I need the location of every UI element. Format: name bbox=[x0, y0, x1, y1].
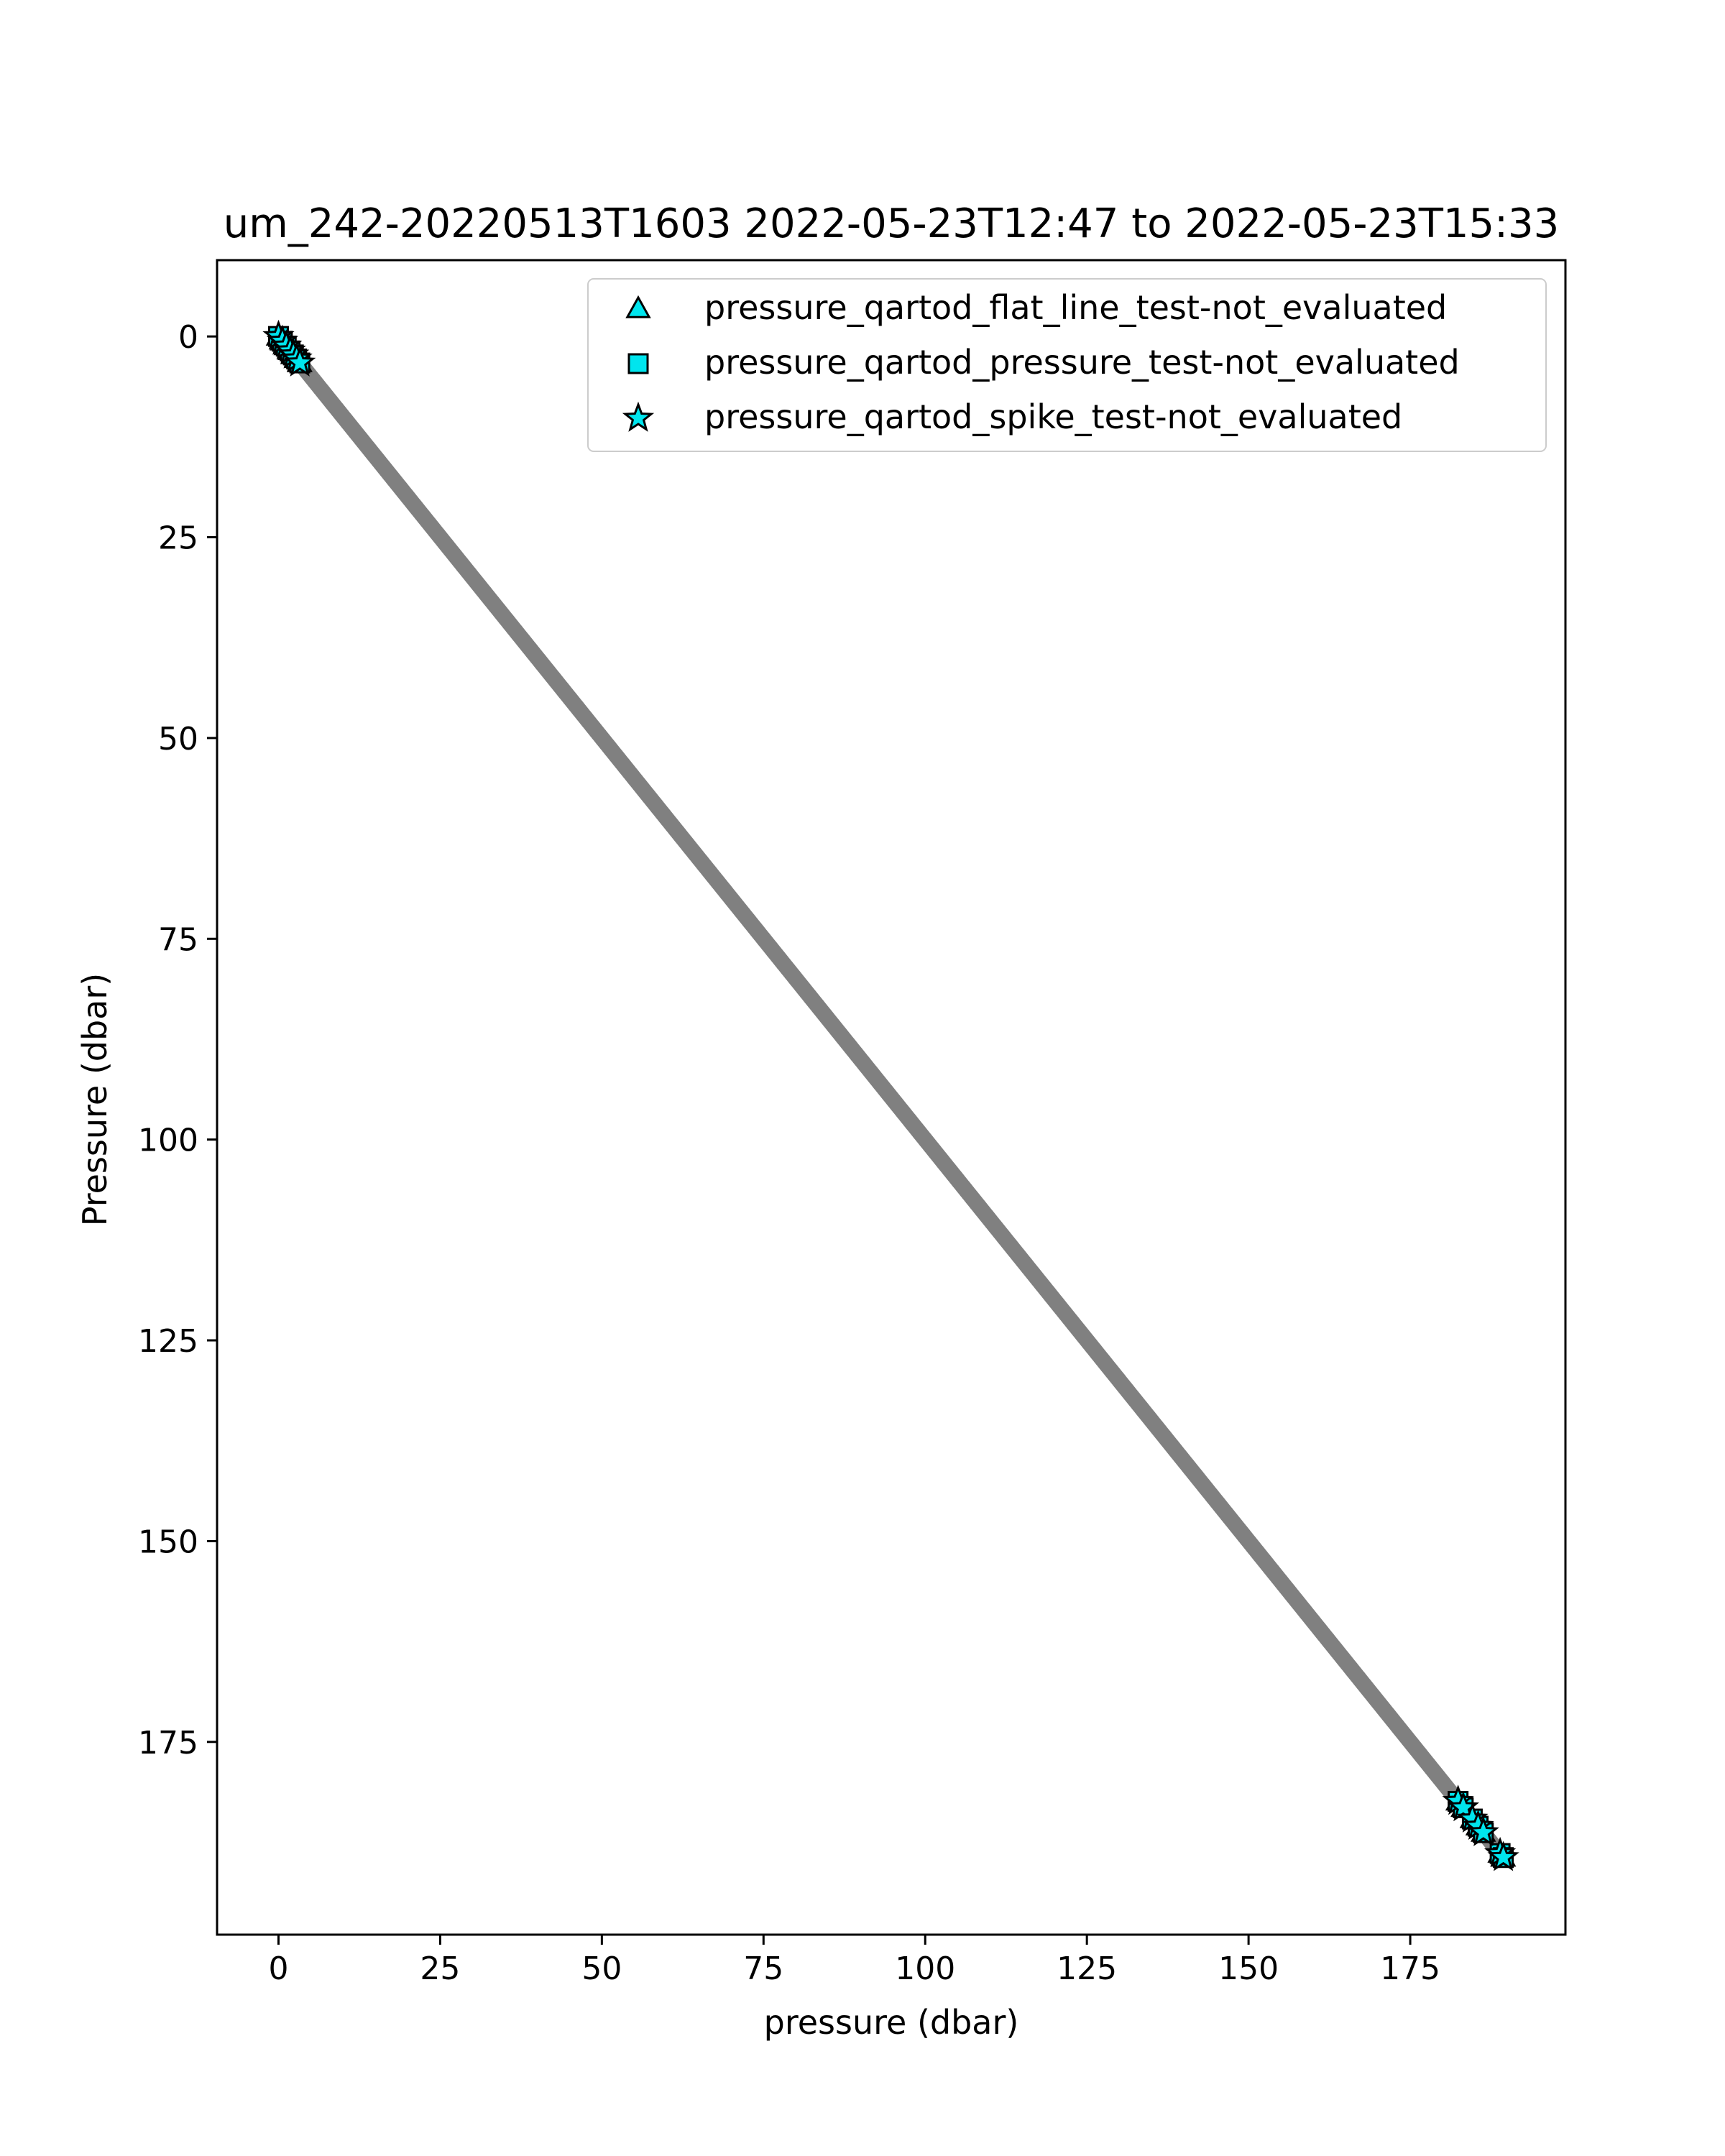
x-tick-label: 175 bbox=[1380, 1950, 1440, 1987]
legend-marker-shape bbox=[625, 295, 651, 318]
legend-marker-shape bbox=[627, 353, 649, 374]
y-tick-label: 125 bbox=[138, 1323, 198, 1360]
y-tick-label: 100 bbox=[138, 1123, 198, 1159]
flag-marker-star bbox=[284, 346, 316, 377]
x-tick-label: 50 bbox=[581, 1950, 622, 1987]
y-tick-label: 75 bbox=[158, 921, 198, 958]
x-tick-label: 150 bbox=[1218, 1950, 1279, 1987]
legend-label-spike: pressure_qartod_spike_test-not_evaluated bbox=[704, 397, 1402, 436]
x-axis-label: pressure (dbar) bbox=[764, 2003, 1019, 2042]
flag-marker-star bbox=[1467, 1815, 1499, 1846]
y-tick-label: 0 bbox=[178, 319, 198, 356]
y-tick-label: 25 bbox=[158, 520, 198, 557]
y-tick-label: 150 bbox=[138, 1524, 198, 1560]
legend-frame bbox=[587, 278, 1547, 452]
legend: pressure_qartod_flat_line_test-not_evalu… bbox=[587, 278, 1547, 452]
x-tick-label: 25 bbox=[420, 1950, 460, 1987]
plot-area bbox=[216, 259, 1567, 1936]
y-axis-label: Pressure (dbar) bbox=[75, 973, 114, 1226]
x-tick-label: 75 bbox=[743, 1950, 783, 1987]
flag-marker-star bbox=[1447, 1791, 1479, 1822]
chart-title: um_242-20220513T1603 2022-05-23T12:47 to… bbox=[224, 201, 1560, 247]
x-tick-label: 0 bbox=[268, 1950, 288, 1987]
legend-marker-star bbox=[622, 401, 655, 432]
y-tick-label: 50 bbox=[158, 721, 198, 757]
legend-marker-shape bbox=[622, 401, 655, 432]
series-star bbox=[262, 319, 1519, 1871]
legend-label-pressure: pressure_qartod_pressure_test-not_evalua… bbox=[704, 343, 1460, 382]
x-tick-label: 125 bbox=[1057, 1950, 1117, 1987]
flag-marker-star bbox=[1487, 1841, 1519, 1871]
axis-ticks: 0 25 50 75 100 125 150 175 0 25 50 75 100 125 150 175 bbox=[138, 319, 1440, 1987]
x-tick-label: 100 bbox=[895, 1950, 955, 1987]
y-tick-label: 175 bbox=[138, 1725, 198, 1761]
legend-marker-triangle bbox=[625, 295, 651, 318]
legend-marker-square bbox=[627, 353, 649, 374]
legend-label-flat-line: pressure_qartod_flat_line_test-not_evalu… bbox=[704, 288, 1447, 327]
axes-frame bbox=[216, 259, 1567, 1936]
